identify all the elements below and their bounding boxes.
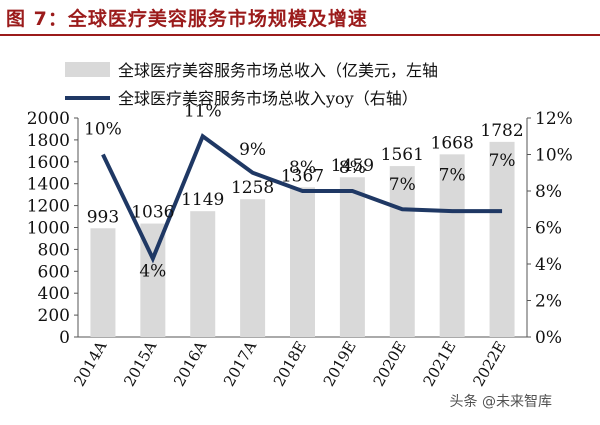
left-y-tick-label: 2000 bbox=[27, 109, 70, 129]
yoy-value-label: 8% bbox=[339, 158, 366, 178]
right-y-tick-label: 10% bbox=[535, 146, 573, 166]
legend-bar-swatch bbox=[65, 62, 110, 77]
x-tick-label: 2016A bbox=[170, 338, 210, 390]
x-tick-label: 2018E bbox=[270, 338, 310, 390]
right-y-tick-label: 0% bbox=[535, 328, 562, 348]
x-tick-label: 2019E bbox=[320, 338, 360, 390]
left-y-tick-label: 1800 bbox=[27, 131, 70, 151]
bar bbox=[339, 177, 365, 337]
yoy-value-label: 8% bbox=[289, 158, 316, 178]
yoy-value-label: 10% bbox=[84, 120, 122, 140]
yoy-value-label: 7% bbox=[439, 165, 466, 185]
bar bbox=[439, 154, 465, 337]
x-tick-label: 2020E bbox=[370, 338, 410, 390]
bar bbox=[389, 166, 415, 337]
bar-value-label: 1459 bbox=[331, 156, 374, 176]
yoy-value-label: 11% bbox=[184, 101, 222, 121]
bar bbox=[90, 228, 116, 337]
x-tick-label: 2015A bbox=[120, 338, 160, 390]
bar-value-label: 1367 bbox=[281, 166, 324, 186]
left-y-tick-label: 800 bbox=[38, 240, 70, 260]
bar-value-label: 993 bbox=[87, 207, 119, 227]
bar-value-label: 1036 bbox=[131, 203, 174, 223]
left-y-tick-label: 0 bbox=[59, 328, 70, 348]
yoy-value-label: 9% bbox=[239, 140, 266, 160]
legend-line-label: 全球医疗美容服务市场总收入yoy（右轴） bbox=[118, 89, 418, 108]
left-y-tick-label: 1400 bbox=[27, 175, 70, 195]
x-tick-label: 2022E bbox=[469, 338, 509, 390]
bar-value-label: 1668 bbox=[431, 133, 474, 153]
bar bbox=[240, 199, 266, 337]
x-tick-label: 2021E bbox=[419, 338, 459, 390]
title-divider bbox=[0, 34, 600, 36]
bar bbox=[489, 141, 515, 337]
yoy-value-label: 4% bbox=[139, 262, 166, 282]
left-y-tick-label: 600 bbox=[38, 262, 70, 282]
bar bbox=[290, 187, 315, 337]
figure-title: 图 7：全球医疗美容服务市场规模及增速 bbox=[6, 7, 368, 30]
legend-bar-label: 全球医疗美容服务市场总收入（亿美元，左轴 bbox=[118, 61, 438, 80]
right-y-tick-label: 4% bbox=[535, 255, 562, 275]
right-y-tick-label: 8% bbox=[535, 182, 562, 202]
bar-value-label: 1149 bbox=[181, 190, 224, 210]
left-y-tick-label: 1600 bbox=[27, 153, 70, 173]
left-y-tick-label: 1000 bbox=[27, 219, 70, 239]
right-y-tick-label: 2% bbox=[535, 292, 562, 312]
x-tick-label: 2017A bbox=[220, 338, 260, 390]
right-y-tick-label: 6% bbox=[535, 219, 562, 239]
bar-value-label: 1258 bbox=[231, 178, 274, 198]
x-tick-label: 2014A bbox=[70, 338, 110, 390]
yoy-value-label: 7% bbox=[389, 175, 416, 195]
yoy-value-label: 7% bbox=[489, 151, 516, 171]
bar-value-label: 1782 bbox=[480, 121, 523, 141]
bar-value-label: 1561 bbox=[381, 145, 424, 165]
bar bbox=[190, 211, 216, 337]
left-y-tick-label: 400 bbox=[38, 284, 70, 304]
figure-title-bar: 图 7：全球医疗美容服务市场规模及增速 bbox=[0, 0, 600, 34]
watermark: 头条 @未来智库 bbox=[449, 394, 552, 410]
left-y-tick-label: 1200 bbox=[27, 197, 70, 217]
left-y-tick-label: 200 bbox=[38, 306, 70, 326]
right-y-tick-label: 12% bbox=[535, 109, 573, 129]
